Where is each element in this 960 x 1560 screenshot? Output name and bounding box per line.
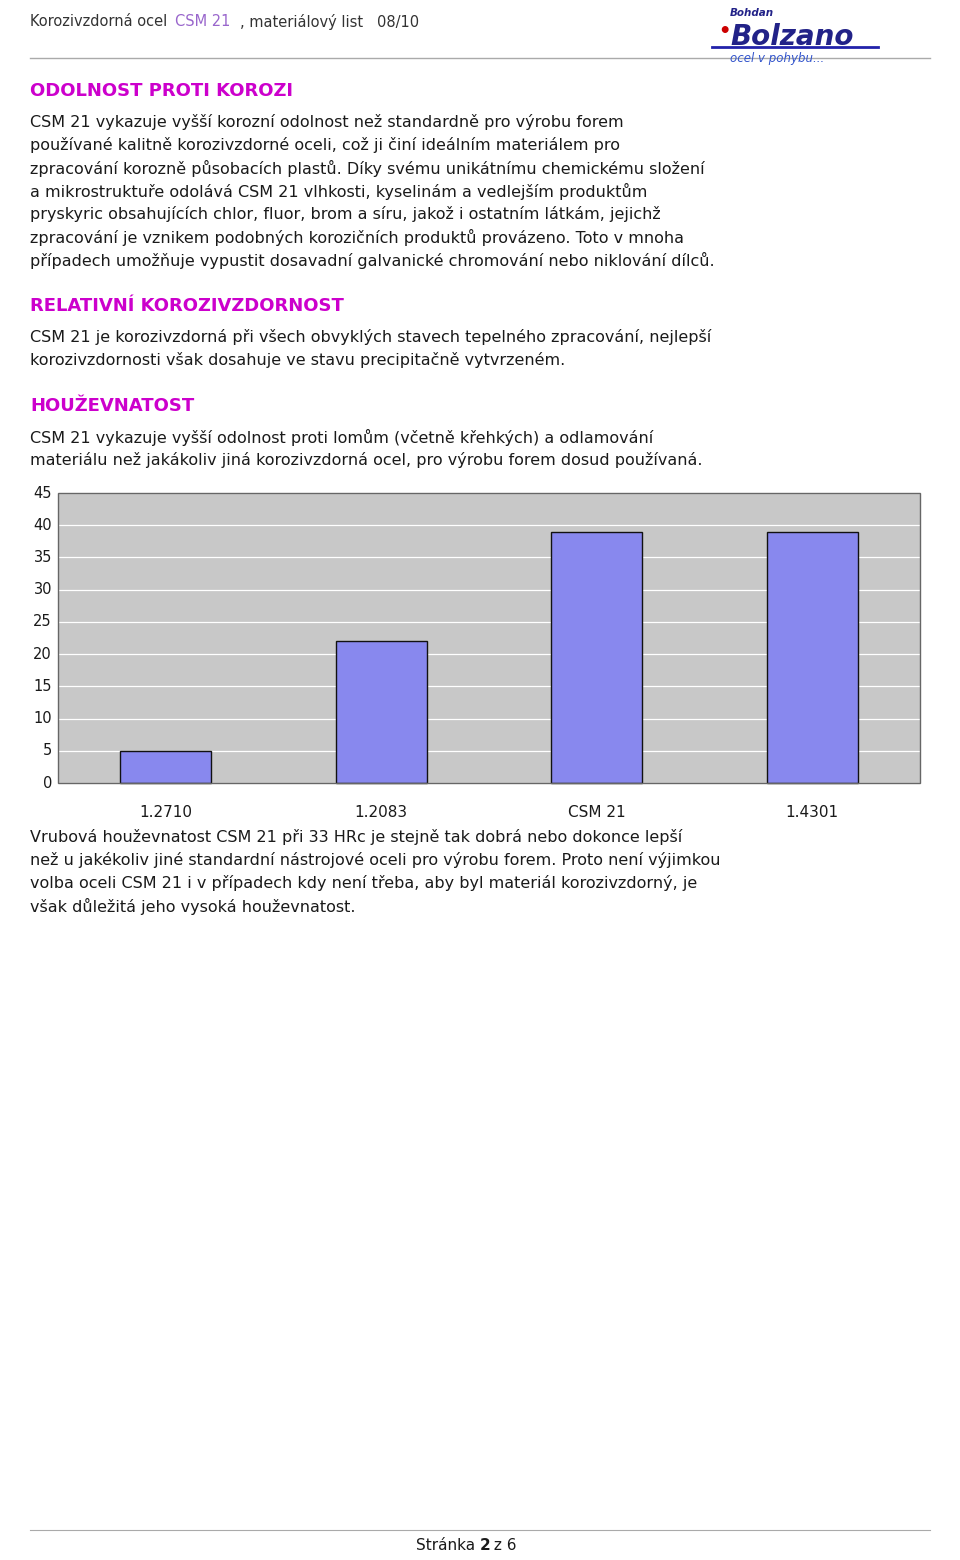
Text: 10: 10 xyxy=(34,711,52,725)
Text: RELATIVNÍ KOROZIVZDORNOST: RELATIVNÍ KOROZIVZDORNOST xyxy=(30,296,344,315)
Text: korozivzdornosti však dosahuje ve stavu precipitačně vytvrzeném.: korozivzdornosti však dosahuje ve stavu … xyxy=(30,353,565,368)
Bar xyxy=(58,493,920,783)
Text: z 6: z 6 xyxy=(489,1538,516,1554)
Text: případech umožňuje vypustit dosavadní galvanické chromování nebo niklování dílců: případech umožňuje vypustit dosavadní ga… xyxy=(30,253,714,268)
Text: zpracování korozně působacích plastů. Díky svému unikátnímu chemickému složení: zpracování korozně působacích plastů. Dí… xyxy=(30,161,705,176)
Text: 1.4301: 1.4301 xyxy=(785,805,839,821)
Text: 15: 15 xyxy=(34,679,52,694)
Text: než u jakékoliv jiné standardní nástrojové oceli pro výrobu forem. Proto není vý: než u jakékoliv jiné standardní nástrojo… xyxy=(30,852,721,867)
Text: 40: 40 xyxy=(34,518,52,532)
Text: 20: 20 xyxy=(34,646,52,661)
Bar xyxy=(767,532,857,783)
Text: materiálu než jakákoliv jiná korozivzdorná ocel, pro výrobu forem dosud používan: materiálu než jakákoliv jiná korozivzdor… xyxy=(30,452,703,468)
Text: 5: 5 xyxy=(43,743,52,758)
Bar xyxy=(551,532,642,783)
Text: 2: 2 xyxy=(480,1538,491,1554)
Text: 1.2710: 1.2710 xyxy=(139,805,192,821)
Bar xyxy=(336,641,426,783)
Text: volba oceli CSM 21 i v případech kdy není třeba, aby byl materiál korozivzdorný,: volba oceli CSM 21 i v případech kdy nen… xyxy=(30,875,697,891)
Text: a mikrostruktuře odolává CSM 21 vlhkosti, kyselinám a vedlejším produktům: a mikrostruktuře odolává CSM 21 vlhkosti… xyxy=(30,183,647,200)
Text: Bohdan: Bohdan xyxy=(730,8,774,19)
Text: CSM 21 je korozivzdorná při všech obvyklých stavech tepelného zpracování, nejlep: CSM 21 je korozivzdorná při všech obvykl… xyxy=(30,329,711,345)
Text: CSM 21: CSM 21 xyxy=(175,14,230,30)
Text: ODOLNOST PROTI KOROZI: ODOLNOST PROTI KOROZI xyxy=(30,83,293,100)
Text: HOUŽEVNATOST: HOUŽEVNATOST xyxy=(30,396,194,415)
Bar xyxy=(58,493,920,783)
Bar xyxy=(121,750,211,783)
Text: •: • xyxy=(718,22,731,41)
Text: Stránka: Stránka xyxy=(416,1538,480,1554)
Text: však důležitá jeho vysoká houževnatost.: však důležitá jeho vysoká houževnatost. xyxy=(30,899,355,916)
Text: CSM 21: CSM 21 xyxy=(568,805,626,821)
Text: 30: 30 xyxy=(34,582,52,597)
Text: 0: 0 xyxy=(42,775,52,791)
Text: 35: 35 xyxy=(34,551,52,565)
Text: , materiálový list   08/10: , materiálový list 08/10 xyxy=(240,14,420,30)
Text: CSM 21 vykazuje vyšší odolnost proti lomům (včetně křehkých) a odlamování: CSM 21 vykazuje vyšší odolnost proti lom… xyxy=(30,429,653,446)
Text: ocel v pohybu...: ocel v pohybu... xyxy=(730,51,825,66)
Text: Vrubová houževnatost CSM 21 při 33 HRc je stejně tak dobrá nebo dokonce lepší: Vrubová houževnatost CSM 21 při 33 HRc j… xyxy=(30,828,683,846)
Text: zpracování je vznikem podobných korozičních produktů provázeno. Toto v mnoha: zpracování je vznikem podobných korozičn… xyxy=(30,229,684,246)
Text: Bolzano: Bolzano xyxy=(730,23,853,51)
Text: pryskyric obsahujících chlor, fluor, brom a síru, jakož i ostatním látkám, jejic: pryskyric obsahujících chlor, fluor, bro… xyxy=(30,206,660,222)
Text: Korozivzdorná ocel: Korozivzdorná ocel xyxy=(30,14,172,30)
Text: 45: 45 xyxy=(34,485,52,501)
Text: používané kalitně korozivzdorné oceli, což ji činí ideálním materiálem pro: používané kalitně korozivzdorné oceli, c… xyxy=(30,137,620,153)
Text: 1.2083: 1.2083 xyxy=(354,805,408,821)
Text: CSM 21 vykazuje vyšší korozní odolnost než standardně pro výrobu forem: CSM 21 vykazuje vyšší korozní odolnost n… xyxy=(30,114,624,129)
Text: 25: 25 xyxy=(34,615,52,629)
